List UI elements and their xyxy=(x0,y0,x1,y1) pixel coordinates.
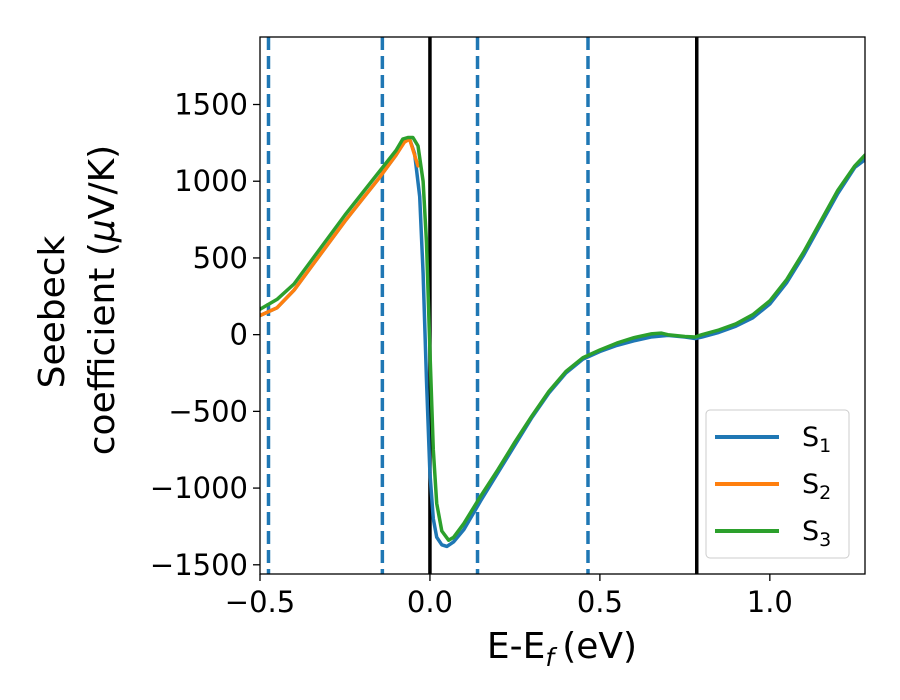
plot-frame xyxy=(259,36,866,575)
y-tick-label: −1000 xyxy=(150,471,248,505)
y-axis-label-line1: Seebeck xyxy=(32,235,73,388)
y-tick-label: 500 xyxy=(193,241,248,275)
legend-label-s2-sub: 2 xyxy=(819,482,831,504)
x-axis-label-unit: (eV) xyxy=(562,626,637,667)
y-tick-label: −1500 xyxy=(150,548,248,582)
y-tick-label: 1000 xyxy=(174,164,248,198)
legend-label-s1: S1 xyxy=(802,422,831,457)
series-line-s2 xyxy=(260,137,420,318)
series-line-s3 xyxy=(260,135,865,542)
y-axis-label-line2: coefficient (μV/K) xyxy=(82,145,123,455)
x-tick-label: −0.5 xyxy=(225,585,295,619)
x-axis-label-sub: f xyxy=(545,643,557,672)
x-tick-label: 1.0 xyxy=(747,585,793,619)
axis-ticks: −0.5 0.0 0.5 1.0 −1500 −1000 −500 0 500 1000 1500 xyxy=(150,88,793,619)
y-axis-label-line2-pre: coefficient ( xyxy=(82,242,123,455)
y-tick-label: 0 xyxy=(230,318,248,352)
plot-content xyxy=(260,37,865,574)
y-axis-label-mu: μ xyxy=(82,219,123,243)
x-axis-label: E-Ef (eV) xyxy=(487,626,637,672)
plot-area xyxy=(260,37,865,574)
legend-label-s1-sub: 1 xyxy=(819,435,831,457)
legend-label-s1-base: S xyxy=(802,422,819,453)
legend: S1 S2 S3 xyxy=(705,409,850,559)
legend-label-s3-sub: 3 xyxy=(819,529,831,551)
legend-label-s2-base: S xyxy=(802,469,819,500)
legend-label-s3: S3 xyxy=(802,516,831,551)
legend-label-s2: S2 xyxy=(802,469,831,504)
y-tick-label: −500 xyxy=(168,394,248,428)
x-axis-label-main: E-E xyxy=(487,626,545,667)
legend-label-s3-base: S xyxy=(802,516,819,547)
x-tick-label: 0.5 xyxy=(577,585,623,619)
y-tick-label: 1500 xyxy=(174,88,248,122)
x-tick-label: 0.0 xyxy=(407,585,453,619)
y-axis-label-line2-post: V/K) xyxy=(82,145,123,219)
